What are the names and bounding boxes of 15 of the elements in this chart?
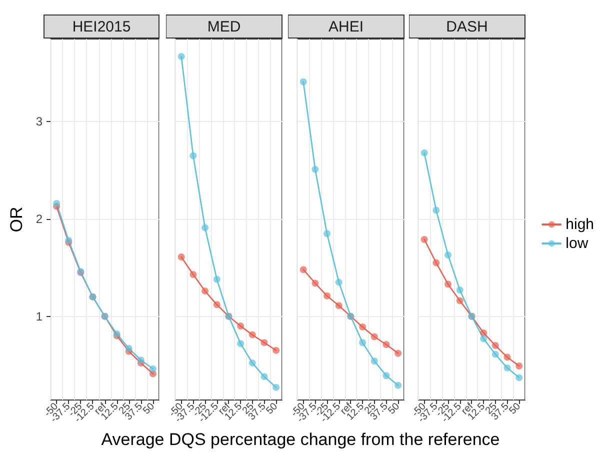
chart-title: HEI2015 xyxy=(72,18,131,36)
chart-title: AHEI xyxy=(328,18,364,36)
x-tick-label: 50 xyxy=(507,400,524,417)
y-axis-title: OR xyxy=(7,206,26,232)
x-axis-title: Average DQS percentage change from the reference xyxy=(100,430,501,450)
chart-title: MED xyxy=(207,18,241,36)
legend-label: low xyxy=(566,235,588,252)
y-tick-label: 2 xyxy=(36,212,43,226)
chart-title: DASH xyxy=(446,18,488,36)
legend-label: high xyxy=(566,216,594,233)
y-tick-label: 1 xyxy=(36,309,43,324)
x-tick-label: 50 xyxy=(386,400,402,417)
x-tick-label: 50 xyxy=(141,400,158,417)
x-tick-label: 50 xyxy=(264,400,280,417)
y-tick-label: 3 xyxy=(36,114,43,129)
